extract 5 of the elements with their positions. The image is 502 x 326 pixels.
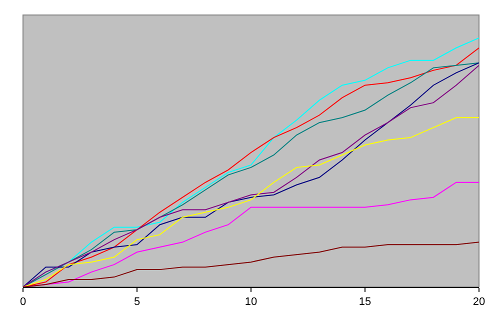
x-tick-label: 5 xyxy=(134,296,140,308)
x-tick-label: 10 xyxy=(244,296,258,308)
x-tick-label: 0 xyxy=(20,296,26,308)
x-tick-label: 15 xyxy=(358,296,372,308)
x-tick-label: 20 xyxy=(472,296,486,308)
